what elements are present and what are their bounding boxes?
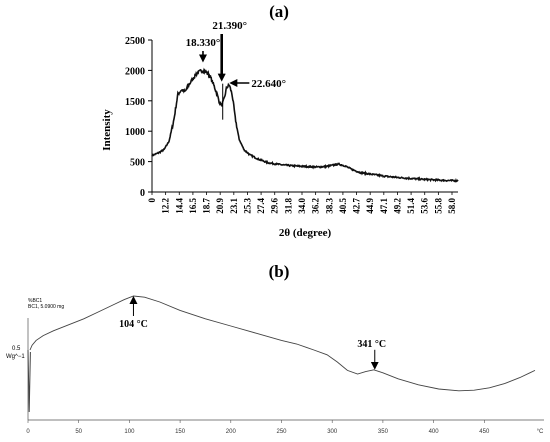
a-annotation: 21.390° bbox=[212, 20, 247, 120]
a-xtick-label: 58.0 bbox=[447, 198, 457, 214]
b-ytick: 0.5 bbox=[12, 346, 21, 352]
a-ytick-label: 500 bbox=[130, 158, 145, 169]
panel-a-label: (a) bbox=[269, 2, 289, 21]
a-series-line bbox=[151, 67, 459, 183]
a-annotation-label: 18.330° bbox=[186, 37, 221, 49]
a-ytick-label: 2500 bbox=[125, 36, 145, 47]
a-xtick-label: 27.4 bbox=[256, 198, 266, 214]
a-xtick-label: 16.5 bbox=[188, 198, 198, 214]
a-xtick-label: 51.4 bbox=[406, 198, 416, 214]
a-ytick-label: 1500 bbox=[125, 97, 145, 108]
a-xtick-label: 25.3 bbox=[242, 198, 252, 214]
b-series-line bbox=[29, 295, 536, 392]
b-annotation: 341 °C bbox=[357, 339, 386, 370]
b-xtick-label: 200 bbox=[226, 429, 237, 435]
b-xtick-label: °C bbox=[537, 429, 544, 435]
b-xtick-label: 0 bbox=[26, 429, 30, 435]
a-xtick-label: 34.0 bbox=[297, 198, 307, 214]
a-annotation: 18.330° bbox=[186, 37, 221, 63]
b-xtick-label: 300 bbox=[327, 429, 338, 435]
panel-a: (a) 0 500 1000 1500 2000 2500 0 12.2 14.4 16.5 18… bbox=[101, 2, 459, 239]
a-x-ticks: 0 12.2 14.4 16.5 18.7 20.9 23.1 25.3 27.4 29.6 31.… bbox=[147, 192, 457, 214]
a-xtick-label: 55.8 bbox=[433, 198, 443, 214]
a-annotations: 18.330° 21.390° 22.640° bbox=[186, 20, 286, 120]
b-ylabel: Wg^−1 bbox=[6, 354, 25, 360]
b-xtick-label: 150 bbox=[175, 429, 186, 435]
b-xtick-label: 50 bbox=[75, 429, 82, 435]
a-xtick-label: 14.4 bbox=[174, 198, 184, 214]
b-xtick-label: 250 bbox=[276, 429, 287, 435]
b-header-line-2: BC1, 5.0900 mg bbox=[28, 304, 64, 310]
a-ytick-label: 2000 bbox=[125, 66, 145, 77]
a-y-ticks: 0 500 1000 1500 2000 2500 bbox=[125, 36, 152, 199]
a-ytick-label: 1000 bbox=[125, 127, 145, 138]
b-annotation-label: 341 °C bbox=[357, 339, 386, 350]
a-ytick-label: 0 bbox=[140, 188, 145, 199]
a-xtick-label: 18.7 bbox=[202, 198, 212, 214]
a-xtick-label: 29.6 bbox=[270, 198, 280, 214]
a-xtick-label: 20.9 bbox=[215, 198, 225, 214]
a-xtick-label: 49.2 bbox=[392, 198, 402, 214]
b-initial-dip bbox=[27, 349, 31, 413]
panel-b: (b) %BC1 BC1, 5.0900 mg 0.5 Wg^−1 0 50 100… bbox=[6, 262, 544, 435]
a-xtick-label: 12.2 bbox=[161, 198, 171, 214]
a-ylabel: Intensity bbox=[101, 109, 113, 151]
b-annotation: 104 °C bbox=[119, 296, 148, 330]
a-xtick-label: 44.9 bbox=[365, 198, 375, 214]
b-header-line-1: %BC1 bbox=[28, 298, 42, 304]
b-annotation-label: 104 °C bbox=[119, 319, 148, 330]
a-xtick-label: 38.3 bbox=[324, 198, 334, 214]
a-xtick-label: 40.5 bbox=[338, 198, 348, 214]
b-xtick-label: 350 bbox=[378, 429, 389, 435]
b-annotations: 104 °C 341 °C bbox=[119, 296, 386, 370]
a-xtick-label: 36.2 bbox=[311, 198, 321, 214]
a-xtick-label: 42.7 bbox=[352, 198, 362, 214]
a-annotation-label: 21.390° bbox=[212, 20, 247, 32]
a-xlabel: 2θ (degree) bbox=[279, 227, 332, 239]
a-xtick-label: 0 bbox=[147, 198, 157, 203]
a-annotation: 22.640° bbox=[229, 78, 286, 90]
panel-b-label: (b) bbox=[269, 262, 290, 281]
a-xtick-label: 23.1 bbox=[229, 198, 239, 214]
a-annotation-label: 22.640° bbox=[251, 78, 286, 90]
a-xtick-label: 31.8 bbox=[283, 198, 293, 214]
a-xtick-label: 47.1 bbox=[379, 198, 389, 214]
b-xtick-label: 450 bbox=[479, 429, 490, 435]
b-x-ticks: 0 50 100 150 200 250 300 350 400 450 °C bbox=[26, 420, 544, 435]
a-xtick-label: 53.6 bbox=[420, 198, 430, 214]
b-xtick-label: 100 bbox=[124, 429, 135, 435]
b-xtick-label: 400 bbox=[429, 429, 440, 435]
